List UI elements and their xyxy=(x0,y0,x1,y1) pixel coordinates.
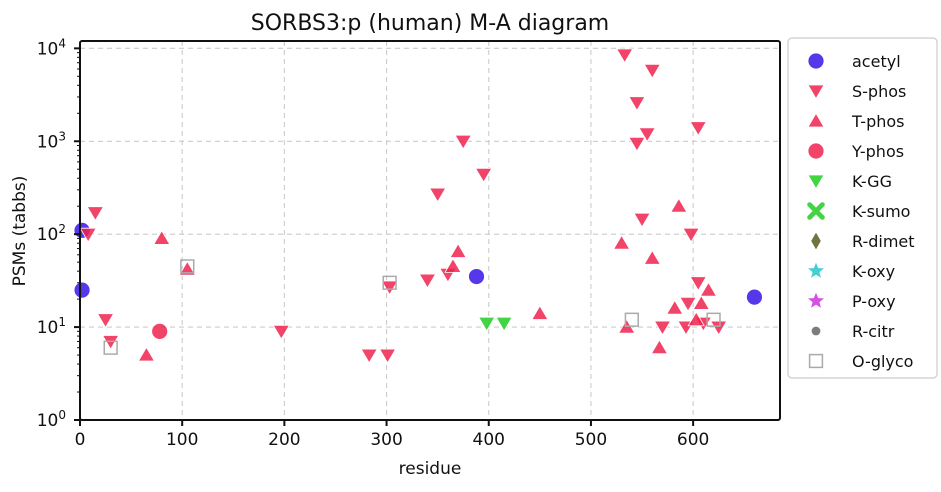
point-t-phos xyxy=(650,339,669,355)
chart-title: SORBS3:p (human) M-A diagram xyxy=(251,11,609,36)
point-s-phos xyxy=(378,348,397,364)
point-t-phos xyxy=(153,230,171,245)
legend-label-r-dimet: R-dimet xyxy=(852,232,915,251)
y-axis-label: PSMs (tabbs) xyxy=(10,176,30,287)
point-t-phos xyxy=(687,311,705,327)
x-tick-label: 0 xyxy=(75,430,86,450)
point-s-phos xyxy=(628,96,646,112)
legend-box xyxy=(787,37,938,379)
point-s-phos xyxy=(689,276,707,292)
y-tick-label: 103 xyxy=(37,129,66,152)
axis-ticks: 0 100 200 300 400 500 600 100 101 102 103 104 xyxy=(37,36,710,450)
point-acetyl xyxy=(73,281,91,299)
point-t-phos xyxy=(692,294,711,310)
legend-marker-r-dimet xyxy=(811,232,821,250)
legend-label-acetyl: acetyl xyxy=(852,52,901,71)
point-s-phos xyxy=(360,348,378,364)
point-s-phos xyxy=(101,335,120,350)
legend-label-k-sumo: K-sumo xyxy=(852,202,910,221)
point-t-phos xyxy=(178,260,196,276)
point-s-phos xyxy=(428,187,447,203)
legend-marker-k-oxy xyxy=(808,262,824,278)
x-tick-label: 400 xyxy=(473,430,505,450)
point-o-glyco xyxy=(382,275,397,290)
y-tick-label: 101 xyxy=(37,315,66,338)
point-k-gg xyxy=(495,316,513,332)
point-s-phos xyxy=(679,296,697,312)
legend-marker-p-oxy xyxy=(808,292,824,308)
grid xyxy=(79,41,780,421)
legend-marker-s-phos xyxy=(807,84,825,100)
point-y-phos xyxy=(151,322,169,340)
point-s-phos xyxy=(653,320,672,336)
point-o-glyco xyxy=(706,312,721,327)
legend-label-o-glyco: O-glyco xyxy=(852,352,913,371)
legend-marker-k-gg xyxy=(807,174,825,190)
point-s-phos xyxy=(272,324,291,340)
point-s-phos xyxy=(418,273,437,289)
legend-marker-y-phos xyxy=(807,142,825,160)
legend: acetyl S-phos T-phos Y-phos K-GG K-sumo R-dime… xyxy=(787,37,938,379)
point-t-phos xyxy=(444,258,462,273)
y-tick-label: 102 xyxy=(37,222,66,245)
point-s-phos xyxy=(682,227,700,243)
point-o-glyco xyxy=(180,259,195,274)
point-t-phos xyxy=(612,234,631,250)
point-s-phos xyxy=(86,206,105,222)
point-t-phos xyxy=(643,249,661,265)
point-acetyl xyxy=(746,288,763,306)
point-s-phos xyxy=(628,136,646,152)
x-tick-label: 600 xyxy=(677,430,709,450)
y-tick-label: 100 xyxy=(37,408,66,431)
point-o-glyco xyxy=(624,312,639,327)
point-s-phos xyxy=(474,167,493,183)
point-s-phos xyxy=(615,48,634,64)
legend-label-k-oxy: K-oxy xyxy=(852,262,895,281)
point-s-phos xyxy=(96,313,115,329)
point-s-phos xyxy=(380,280,399,296)
point-acetyl xyxy=(468,268,485,285)
x-tick-label: 500 xyxy=(575,430,607,450)
point-t-phos xyxy=(449,243,467,258)
point-s-phos xyxy=(633,212,651,228)
legend-label-k-gg: K-GG xyxy=(852,172,892,191)
point-s-phos xyxy=(709,320,728,336)
point-s-phos xyxy=(454,134,472,150)
point-k-gg xyxy=(478,316,496,332)
legend-marker-acetyl xyxy=(807,52,825,70)
data-points xyxy=(73,48,763,364)
legend-marker-o-glyco xyxy=(808,353,824,369)
legend-label-t-phos: T-phos xyxy=(851,112,905,131)
point-s-phos xyxy=(79,227,97,243)
point-o-glyco xyxy=(103,340,118,355)
x-axis-label: residue xyxy=(399,459,462,479)
legend-marker-t-phos xyxy=(807,112,825,128)
legend-marker-k-sumo xyxy=(807,202,825,220)
x-tick-label: 100 xyxy=(166,430,198,450)
x-tick-label: 300 xyxy=(370,430,402,450)
legend-label-s-phos: S-phos xyxy=(852,82,906,101)
x-tick-label: 200 xyxy=(268,430,300,450)
point-t-phos xyxy=(531,305,549,320)
point-s-phos xyxy=(638,127,656,143)
legend-label-r-citr: R-citr xyxy=(852,322,895,341)
point-t-phos xyxy=(137,346,156,362)
legend-marker-r-citr xyxy=(811,326,821,336)
plot-frame xyxy=(79,40,781,421)
point-t-phos xyxy=(666,299,684,315)
legend-label-p-oxy: P-oxy xyxy=(852,292,896,311)
point-t-phos xyxy=(670,197,688,213)
legend-label-y-phos: Y-phos xyxy=(851,142,904,161)
point-s-phos xyxy=(643,63,661,79)
point-t-phos xyxy=(699,281,718,297)
y-tick-label: 104 xyxy=(37,36,66,59)
point-s-phos xyxy=(689,121,707,137)
